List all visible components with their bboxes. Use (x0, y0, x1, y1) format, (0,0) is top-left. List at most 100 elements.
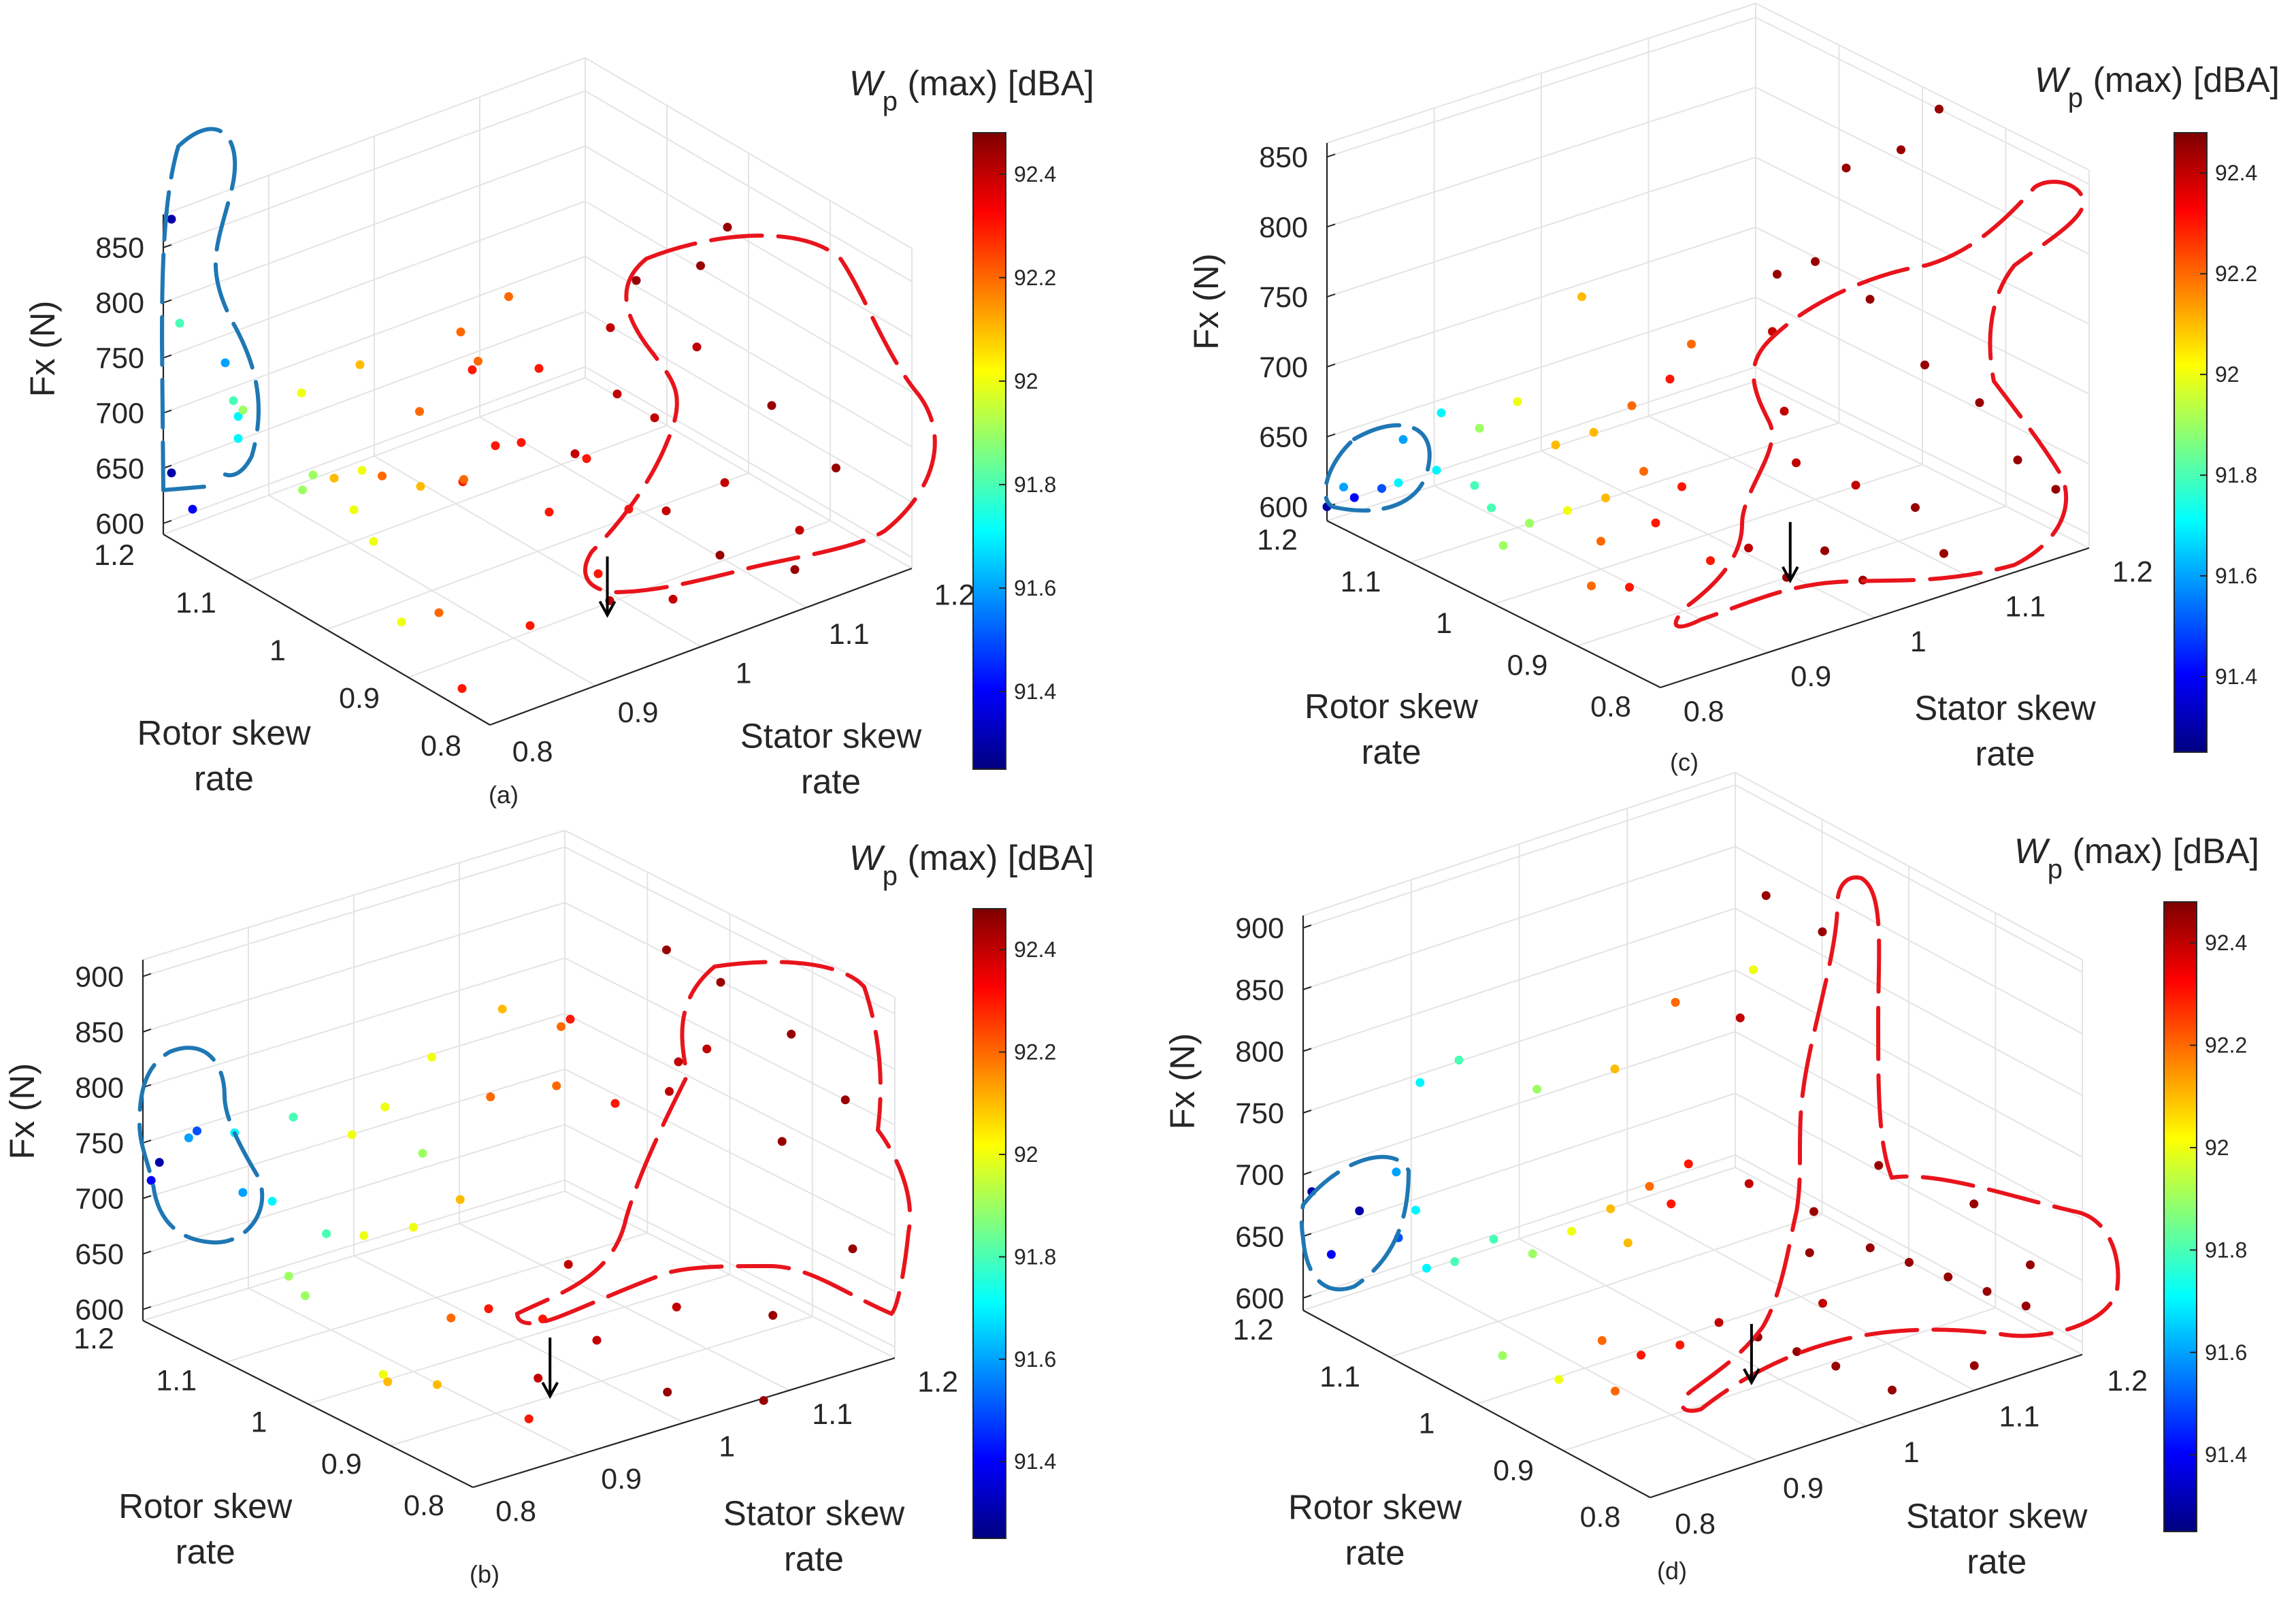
rotor-tick-label: 1 (251, 1406, 267, 1439)
fx-tick (1326, 433, 1336, 438)
data-point (491, 441, 500, 451)
data-point (1627, 401, 1637, 410)
stator-tick-label: 1.1 (829, 618, 870, 651)
data-point (1714, 1318, 1724, 1327)
data-point (1897, 145, 1905, 155)
data-point (1394, 478, 1403, 487)
high-noise-region-outline (1679, 875, 2120, 1413)
data-point (1525, 519, 1534, 528)
data-point (525, 621, 535, 630)
colorbar-tick-label: 92.2 (2205, 1033, 2247, 1058)
data-point (1667, 1199, 1676, 1209)
rotor-axis-label-2: rate (1362, 732, 1422, 771)
rotor-tick-label: 1 (1436, 607, 1452, 640)
data-point (1939, 549, 1948, 558)
colorbar-title-symbol: W (2014, 832, 2051, 871)
data-point (497, 1004, 507, 1014)
data-point (1415, 1078, 1425, 1087)
data-point (220, 358, 230, 368)
data-point (233, 412, 243, 421)
data-point (1610, 1064, 1620, 1073)
stator-axis-line (489, 567, 913, 726)
colorbar-title-rest: (max) [dBA] (2083, 61, 2280, 100)
low-noise-region-outline (1299, 1154, 1411, 1292)
grid-line (1302, 907, 2083, 1097)
rotor-tick-label: 1.2 (1257, 524, 1298, 557)
stator-tick-label: 1.1 (2005, 591, 2046, 624)
data-point (1744, 1179, 1754, 1188)
panel-b: 600 650 700 750 800 850 900 0.8 0.9 1 1.1 1.2 1.2 1.1… (3, 829, 1094, 1588)
stator-tick-label: 1.2 (934, 579, 975, 612)
data-point (1675, 1340, 1685, 1350)
fx-tick-label: 850 (95, 232, 144, 265)
fx-tick-label: 800 (95, 287, 144, 320)
data-point (504, 292, 513, 302)
data-point (840, 1095, 850, 1105)
data-point (267, 1197, 277, 1206)
stator-axis-line (472, 1357, 896, 1489)
marker-arrow-head (541, 1381, 559, 1399)
stator-tick-label: 0.8 (495, 1495, 536, 1527)
stator-tick-label: 0.9 (618, 696, 659, 729)
rotor-tick-label: 1.1 (176, 587, 216, 619)
grid-line (1326, 226, 2090, 395)
colorbar-bar (972, 132, 1006, 770)
data-point (2051, 485, 2061, 494)
data-point (486, 1092, 495, 1101)
low-noise-region-outline (137, 1046, 265, 1245)
grid-line (459, 1223, 790, 1391)
fx-tick (163, 354, 172, 359)
data-point (357, 466, 367, 475)
data-point (1818, 927, 1827, 937)
rotor-tick-label: 1.1 (1319, 1361, 1360, 1393)
data-point (1874, 1161, 1884, 1170)
stator-axis-label-2: rate (801, 762, 861, 801)
data-point (378, 1370, 388, 1379)
data-point (146, 1176, 156, 1185)
data-point (457, 684, 467, 693)
data-point (674, 1057, 683, 1067)
data-point (1792, 458, 1801, 468)
fx-tick (163, 409, 172, 414)
colorbar-title-rest: (max) [dBA] (898, 839, 1094, 878)
data-point (1969, 1361, 1979, 1370)
colorbar-title-subscript: p (2068, 83, 2083, 113)
data-point (1920, 360, 1929, 370)
data-point (759, 1395, 768, 1405)
data-point (1596, 536, 1605, 546)
colorbar-title-symbol: W (849, 839, 886, 878)
data-point (516, 438, 526, 447)
data-point (308, 470, 318, 480)
fx-tick-label: 850 (1259, 142, 1308, 174)
data-point (468, 365, 477, 374)
data-point (1818, 1299, 1827, 1308)
grid-lines (142, 829, 896, 1488)
fx-tick-label: 900 (1235, 912, 1284, 945)
data-point (524, 1414, 534, 1423)
rotor-tick-label: 0.9 (1507, 649, 1548, 681)
data-point (1349, 493, 1359, 502)
data-point (1597, 1336, 1607, 1345)
data-point (662, 945, 671, 954)
data-point (1377, 484, 1386, 494)
data-point (380, 1102, 390, 1112)
rotor-axis-line (163, 534, 491, 726)
colorbar-title-symbol: W (2035, 61, 2071, 100)
data-point (297, 388, 306, 398)
colorbar-tick-label: 91.8 (1014, 1244, 1056, 1269)
data-point (1792, 1347, 1801, 1357)
grid-line (1493, 464, 1923, 605)
stator-tick-label: 1 (736, 658, 752, 690)
data-point (1577, 292, 1586, 302)
colorbar-tick-label: 91.4 (2215, 664, 2257, 689)
marker-arrow-head (598, 600, 617, 618)
data-point (167, 214, 176, 224)
fx-tick (1302, 1294, 1312, 1299)
fx-tick-label: 650 (1235, 1220, 1284, 1253)
data-point (1865, 295, 1875, 304)
data-points (1307, 891, 2035, 1396)
data-point (415, 406, 424, 416)
data-point (284, 1272, 293, 1281)
data-point (668, 594, 678, 604)
